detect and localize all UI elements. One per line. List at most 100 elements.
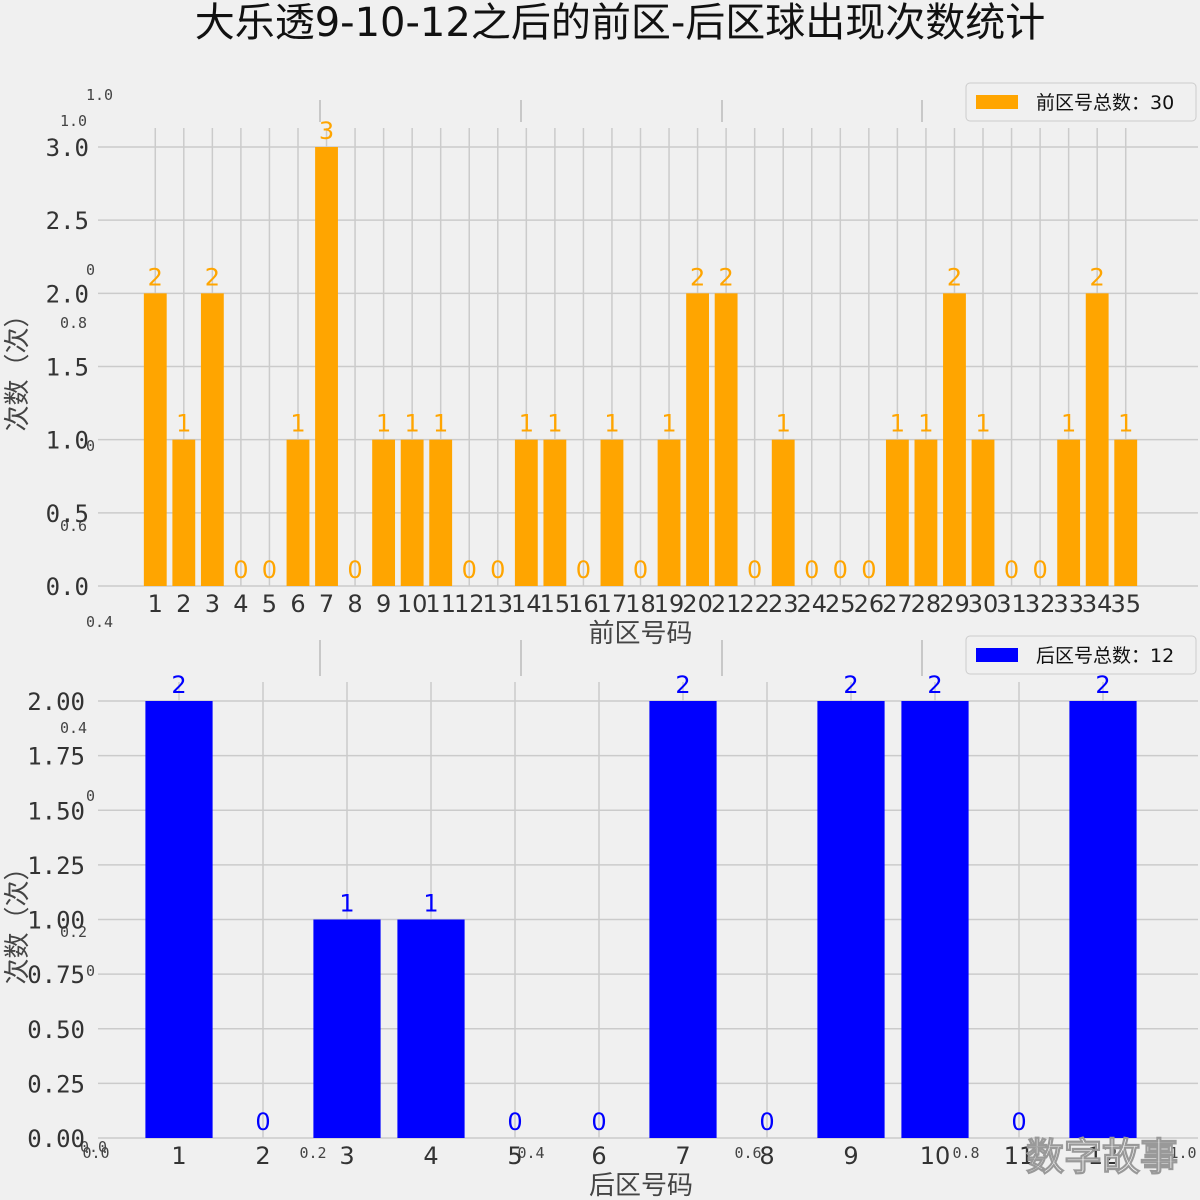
bar-value-label: 1: [661, 410, 676, 438]
bar: [901, 701, 969, 1138]
x-tick-label: 21: [711, 590, 742, 618]
bar-value-label: 2: [1095, 671, 1110, 699]
bar-value-label: 1: [423, 890, 438, 918]
x-tick-label: 6: [290, 590, 305, 618]
ghost-y-tick: 1.0: [86, 86, 113, 104]
legend-box: [965, 635, 1197, 675]
bar-value-label: 0: [633, 556, 648, 584]
legend-label: 后区号总数：12: [1036, 645, 1174, 667]
legend: 前区号总数：30: [965, 82, 1197, 122]
x-tick-label: 26: [854, 590, 885, 618]
bar: [686, 293, 710, 586]
x-tick-label: 11: [1004, 1142, 1035, 1170]
bar-value-label: 2: [927, 671, 942, 699]
legend-label: 前区号总数：30: [1036, 92, 1174, 114]
x-tick-label: 14: [511, 590, 542, 618]
legend-swatch: [976, 95, 1018, 109]
x-tick-label: 12: [1088, 1142, 1119, 1170]
x-tick-label: 2: [176, 590, 191, 618]
ghost-y-tick: 0.6: [60, 517, 87, 535]
legend-box: [965, 82, 1197, 122]
x-tick-label: 3: [205, 590, 220, 618]
bar: [971, 439, 995, 586]
bar-value-label: 0: [347, 556, 362, 584]
bar: [372, 439, 396, 586]
x-tick-label: 4: [233, 590, 248, 618]
bar-value-label: 0: [759, 1108, 774, 1136]
x-tick-label: 24: [796, 590, 827, 618]
y-tick-label: 1.5: [46, 354, 89, 382]
x-tick-label: 18: [625, 590, 656, 618]
ghost-y-tick: 0: [86, 962, 95, 980]
bar-value-label: 0: [1004, 556, 1019, 584]
x-tick-label: 5: [262, 590, 277, 618]
bar-value-label: 1: [918, 410, 933, 438]
ghost-x-tick: 0.0: [82, 1144, 109, 1162]
x-tick-label: 27: [882, 590, 913, 618]
x-tick-label: 35: [1110, 590, 1141, 618]
bar: [885, 439, 909, 586]
y-tick-label: 2.00: [27, 688, 85, 716]
y-tick-label: 3.0: [46, 134, 89, 162]
bar-value-label: 0: [255, 1108, 270, 1136]
bar: [943, 293, 966, 586]
x-tick-label: 29: [939, 590, 970, 618]
bar-value-label: 1: [890, 410, 905, 438]
bar-value-label: 2: [205, 263, 220, 291]
bar: [172, 439, 196, 586]
bar-value-label: 1: [1118, 410, 1133, 438]
y-tick-label: 1.0: [46, 427, 89, 455]
x-tick-label: 1: [171, 1142, 186, 1170]
x-tick-label: 7: [675, 1142, 690, 1170]
x-tick-label: 10: [397, 590, 428, 618]
bar-value-label: 0: [804, 556, 819, 584]
y-axis-label: 次数（次）: [3, 854, 33, 984]
x-tick-label: 32: [1025, 590, 1056, 618]
bar: [315, 147, 338, 586]
bar-value-label: 2: [690, 263, 705, 291]
y-tick-label: 2.0: [46, 280, 89, 308]
y-tick-label: 0.50: [27, 1016, 85, 1044]
y-tick-label: 1.50: [27, 797, 85, 825]
bar: [657, 439, 681, 586]
back-zone-chart: 0.000.250.500.751.001.251.501.752.002102…: [3, 635, 1198, 1200]
bar-value-label: 0: [861, 556, 876, 584]
x-tick-label: 6: [591, 1142, 606, 1170]
x-tick-label: 2: [255, 1142, 270, 1170]
bar-value-label: 2: [1090, 263, 1105, 291]
bar: [313, 919, 381, 1138]
x-tick-label: 23: [768, 590, 799, 618]
x-tick-label: 4: [423, 1142, 438, 1170]
bar-value-label: 2: [171, 671, 186, 699]
x-tick-label: 11: [425, 590, 456, 618]
ghost-y-tick: 0: [86, 437, 95, 455]
ghost-x-tick: 0.2: [299, 1144, 326, 1162]
bar-value-label: 1: [1061, 410, 1076, 438]
ghost-y-tick: 0: [86, 787, 95, 805]
bar: [514, 439, 538, 586]
bar: [200, 293, 224, 586]
bar: [400, 439, 424, 586]
watermark-text: 数字故事: [1026, 1135, 1178, 1179]
bar-value-label: 0: [462, 556, 477, 584]
x-tick-label: 34: [1082, 590, 1113, 618]
y-tick-label: 1.75: [27, 743, 85, 771]
ghost-y-tick: 1.0: [60, 112, 87, 130]
y-axis-label: 次数（次）: [3, 301, 33, 431]
bar: [914, 439, 938, 586]
bar-value-label: 3: [319, 117, 334, 145]
y-tick-label: 0.00: [27, 1125, 85, 1153]
x-tick-label: 1: [148, 590, 163, 618]
x-axis-label: 前区号码: [588, 619, 692, 649]
x-tick-label: 5: [507, 1142, 522, 1170]
x-tick-label: 25: [825, 590, 856, 618]
bar: [1069, 701, 1137, 1138]
y-tick-label: 0.0: [46, 573, 89, 601]
bar-value-label: 2: [675, 671, 690, 699]
x-tick-label: 30: [968, 590, 999, 618]
bar-value-label: 0: [576, 556, 591, 584]
x-tick-label: 20: [682, 590, 713, 618]
x-tick-label: 17: [597, 590, 628, 618]
ghost-y-tick: 0: [86, 261, 95, 279]
x-tick-label: 9: [376, 590, 391, 618]
